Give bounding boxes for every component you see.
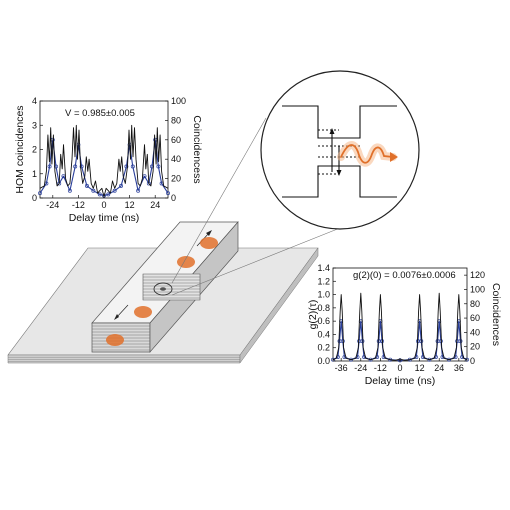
c1-x-tick-label: -24 [46, 200, 59, 210]
c1-x-tick-label: 24 [150, 200, 160, 210]
quantum-dot-marker [153, 282, 173, 296]
c1-data-point [79, 164, 84, 169]
c1-data-point [136, 188, 141, 193]
c2-data-point [340, 339, 345, 344]
c2-y-left-tick-label: 0.4 [317, 329, 330, 339]
c1-data-point [73, 164, 78, 169]
zoom-line-bottom [171, 223, 351, 296]
c1-data-point [130, 164, 135, 169]
c2-x-tick-label: -12 [374, 363, 387, 373]
c1-data-point [84, 183, 89, 188]
emission-spot-upper [200, 237, 218, 249]
c1-series-line-0 [39, 124, 169, 198]
g2-y-axis-label-right: Coincidences [490, 283, 502, 346]
emission-spot-lower [134, 306, 152, 318]
c2-x-tick-label: 24 [434, 363, 444, 373]
zoom-inset [260, 70, 420, 230]
c2-y-left-tick-label: 0.2 [317, 343, 330, 353]
c1-data-point [47, 164, 52, 169]
c2-y-left-tick-label: 1.4 [317, 263, 330, 273]
g2-chart-marks [331, 292, 469, 363]
zoom-line-top [171, 117, 267, 284]
quantum-dot [160, 287, 166, 291]
g2-value-annotation: g(2)(0) = 0.0076±0.0006 [353, 270, 456, 281]
c1-y-left-tick-label: 2 [32, 145, 37, 155]
c2-y-right-tick-label: 80 [470, 299, 480, 309]
c2-data-point [360, 339, 365, 344]
c1-y-left-tick-label: 0 [32, 193, 37, 203]
c2-y-right-tick-label: 40 [470, 327, 480, 337]
c1-y-left-tick-label: 3 [32, 120, 37, 130]
hom-chart-marks [38, 124, 170, 198]
g2-chart: -36 -24 -12 0 12 24 36 0.0 0.2 0.4 0.6 0.8 1.0 1.2 1.4… [307, 263, 502, 387]
c1-data-point [91, 188, 96, 193]
c2-series-line-1 [332, 320, 468, 361]
c2-x-tick-label: 36 [454, 363, 464, 373]
c1-y-right-tick-label: 80 [171, 115, 181, 125]
c2-data-point [380, 339, 384, 344]
c2-y-right-tick-label: 0 [470, 356, 475, 366]
chip-illustration [7, 117, 351, 364]
c2-y-right-tick-label: 60 [470, 313, 480, 323]
hom-x-axis-label: Delay time (ns) [69, 212, 140, 224]
c2-data-point [458, 339, 463, 344]
c1-y-right-tick-label: 0 [171, 193, 176, 203]
c1-y-right-tick-label: 100 [171, 96, 186, 106]
c1-series-line-1 [39, 139, 169, 197]
c2-x-tick-label: 0 [397, 363, 402, 373]
c2-y-right-tick-label: 120 [470, 270, 485, 280]
c1-data-point [38, 191, 42, 196]
c2-y-left-tick-label: 1.0 [317, 290, 330, 300]
inset-circle [260, 70, 420, 230]
c2-y-right-tick-label: 100 [470, 284, 485, 294]
c2-x-tick-label: -36 [335, 363, 348, 373]
c1-x-tick-label: -12 [72, 200, 85, 210]
g2-y-axis-label-left: g(2)(τ) [307, 300, 319, 330]
c1-y-right-tick-label: 40 [171, 154, 181, 164]
c2-x-tick-label: -24 [354, 363, 367, 373]
c1-y-left-tick-label: 4 [32, 96, 37, 106]
c2-y-left-tick-label: 1.2 [317, 276, 330, 286]
c1-data-point [166, 191, 170, 196]
c1-x-tick-label: 12 [125, 200, 135, 210]
g2-chart-axes: -36 -24 -12 0 12 24 36 0.0 0.2 0.4 0.6 0.8 1.0 1.2 1.4… [317, 263, 485, 373]
c1-data-point [156, 164, 161, 169]
c1-data-point [124, 164, 129, 169]
hom-y-axis-label-left: HOM coincidences [14, 105, 26, 193]
photon-arrowhead [390, 152, 398, 162]
c2-series-line-0 [332, 292, 468, 361]
c1-data-point [119, 183, 124, 188]
c1-data-point [112, 188, 117, 193]
emission-spot-front [106, 334, 124, 346]
c2-y-left-tick-label: 0.6 [317, 316, 330, 326]
c2-x-tick-label: 12 [415, 363, 425, 373]
c1-y-right-tick-label: 20 [171, 174, 181, 184]
c2-y-right-tick-label: 20 [470, 342, 480, 352]
hom-y-axis-label-right: Coincidencess [191, 115, 203, 183]
photon-wave [340, 144, 394, 164]
c1-y-right-tick-label: 60 [171, 135, 181, 145]
c2-data-point [438, 339, 443, 344]
g2-chart-frame [332, 267, 468, 362]
c2-y-left-tick-label: 0.8 [317, 303, 330, 313]
c1-data-point [106, 192, 111, 197]
c2-y-left-tick-label: 0.0 [317, 356, 330, 366]
c1-data-point [97, 192, 102, 197]
emission-spots [106, 237, 218, 346]
c2-data-point [419, 339, 424, 344]
g2-x-axis-label: Delay time (ns) [365, 375, 436, 387]
c1-x-tick-label: 0 [101, 200, 106, 210]
emission-spot-middle [177, 256, 195, 268]
c1-y-left-tick-label: 1 [32, 169, 37, 179]
hom-visibility-annotation: V = 0.985±0.005 [65, 108, 135, 119]
c1-data-point [67, 188, 72, 193]
